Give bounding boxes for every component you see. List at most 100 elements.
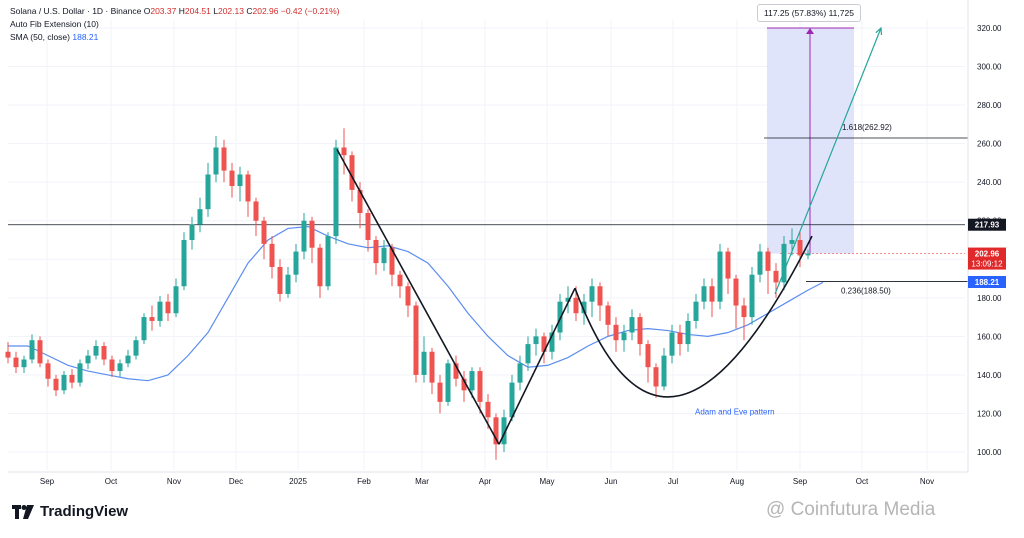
candle: [661, 347, 667, 391]
x-tick-label: Oct: [856, 477, 869, 486]
candle: [549, 324, 555, 360]
open-value: 203.37: [150, 6, 177, 16]
candle: [613, 317, 619, 352]
candle-body: [541, 336, 547, 352]
eve-curve: [574, 235, 813, 398]
y-tick-label: 320.00: [977, 24, 1002, 33]
candle: [245, 170, 251, 217]
candle-body: [229, 170, 235, 187]
candle: [685, 313, 691, 352]
candle: [461, 371, 467, 402]
candle-body: [85, 355, 91, 364]
candle: [717, 243, 723, 310]
candle: [373, 236, 379, 275]
candle: [645, 340, 651, 383]
candle-body: [341, 147, 347, 156]
sma-50-line: [8, 225, 824, 382]
candle: [397, 270, 403, 298]
candle-body: [253, 201, 259, 221]
x-tick-label: Dec: [229, 477, 243, 486]
candle-body: [653, 367, 659, 387]
candle: [325, 232, 331, 291]
candle: [493, 413, 499, 460]
y-tick-label: 280.00: [977, 101, 1002, 110]
close-label: C: [246, 6, 253, 16]
candle: [781, 236, 787, 291]
y-tick-label: 240.00: [977, 178, 1002, 187]
candle: [469, 367, 475, 399]
candle: [293, 243, 299, 283]
candle-body: [293, 251, 299, 275]
fib-level-label: 0.236(188.50): [841, 286, 891, 295]
sma-price-tag: 188.21: [968, 275, 1006, 288]
candle: [437, 374, 443, 414]
candle: [341, 128, 347, 175]
candle-body: [525, 344, 531, 364]
projection-arrow-line: [774, 27, 882, 295]
candle-body: [749, 274, 755, 318]
last-price-tag-countdown: 13:09:12: [971, 260, 1003, 269]
resistance-price-tag: 217.93: [968, 218, 1006, 231]
candle: [285, 266, 291, 298]
candle-body: [573, 297, 579, 314]
candle-body: [325, 236, 331, 287]
candle-body: [277, 266, 283, 294]
candle: [765, 247, 771, 294]
candle: [13, 351, 19, 373]
x-tick-label: 2025: [289, 477, 307, 486]
candle-body: [61, 374, 67, 391]
candle: [317, 243, 323, 298]
candle-body: [213, 147, 219, 175]
candle-body: [53, 378, 59, 391]
candle-body: [453, 363, 459, 379]
candle-body: [557, 301, 563, 333]
candle-body: [437, 382, 443, 402]
open-label: O: [143, 6, 151, 16]
measure-tool[interactable]: 1.618(262.92) 0.236(188.50): [8, 27, 968, 295]
candle-body: [669, 332, 675, 356]
candle-body: [173, 286, 179, 314]
candle: [45, 359, 51, 387]
tradingview-logo[interactable]: TradingView: [12, 503, 128, 520]
candle-body: [605, 305, 611, 325]
indicator-fib[interactable]: Auto Fib Extension (10): [10, 19, 99, 29]
candle-body: [509, 382, 515, 418]
candle-body: [709, 286, 715, 302]
candle: [61, 371, 67, 395]
candle-body: [613, 324, 619, 341]
candle-body: [301, 220, 307, 252]
candle: [301, 213, 307, 260]
candle-body: [533, 336, 539, 345]
candle: [277, 259, 283, 302]
y-tick-label: 260.00: [977, 140, 1002, 149]
x-tick-label: Sep: [793, 477, 808, 486]
x-tick-label: Jul: [668, 477, 678, 486]
drawings[interactable]: Adam and Eve pattern: [336, 26, 883, 445]
candle: [677, 324, 683, 356]
candle: [221, 139, 227, 183]
candle-body: [597, 286, 603, 306]
candle-body: [461, 378, 467, 391]
candle: [629, 309, 635, 341]
high-label: H: [178, 6, 185, 16]
candle: [733, 274, 739, 329]
candle-body: [101, 346, 107, 360]
candle: [237, 166, 243, 202]
candle-body: [181, 240, 187, 287]
candle-body: [21, 359, 27, 368]
candle: [69, 369, 75, 389]
indicator-sma-value: 188.21: [72, 32, 99, 42]
low-label: L: [213, 6, 218, 16]
low-value: 202.13: [217, 6, 244, 16]
candle: [253, 197, 259, 237]
candle-body: [197, 209, 203, 225]
candle: [149, 305, 155, 331]
x-tick-label: Feb: [357, 477, 371, 486]
indicator-sma[interactable]: SMA (50, close) 188.21: [10, 32, 98, 42]
candle-body: [725, 251, 731, 279]
candle-body: [205, 174, 211, 210]
candle: [525, 336, 531, 372]
candle-body: [485, 401, 491, 418]
candle-body: [661, 355, 667, 387]
